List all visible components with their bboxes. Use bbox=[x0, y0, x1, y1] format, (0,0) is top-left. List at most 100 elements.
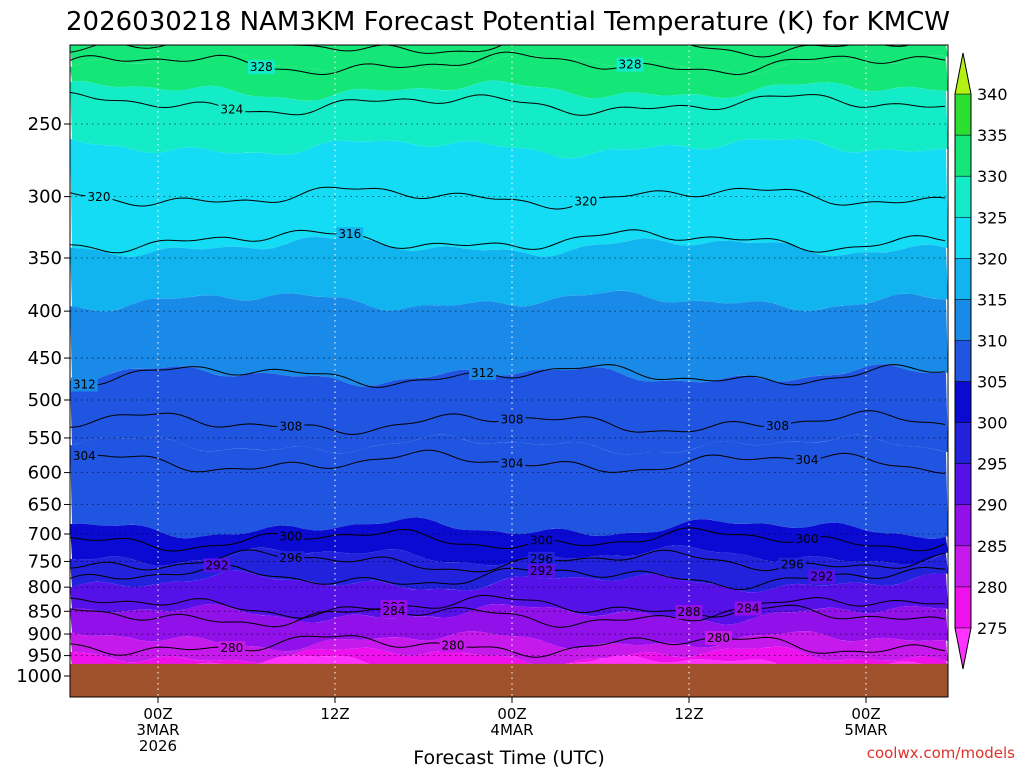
colorbar-cell-340 bbox=[955, 53, 971, 95]
contour-label-bg-312 bbox=[70, 377, 98, 392]
contour-label-bg-300 bbox=[793, 532, 821, 547]
x-tick-label-30-0: 00Z bbox=[497, 705, 526, 723]
contour-label-308: 308 bbox=[279, 419, 302, 433]
contour-label-bg-296 bbox=[778, 557, 806, 572]
y-tick-label-950: 950 bbox=[28, 646, 62, 667]
chart-title: 2026030218 NAM3KM Forecast Potential Tem… bbox=[66, 7, 950, 37]
contour-label-292: 292 bbox=[206, 558, 229, 572]
colorbar-tick-label-295: 295 bbox=[977, 455, 1008, 474]
contour-label-bg-332 bbox=[0, 48, 24, 62]
contour-label-bg-280 bbox=[439, 638, 467, 653]
contour-line-284 bbox=[70, 604, 946, 628]
theta-band-283 bbox=[70, 631, 948, 667]
ground-layer bbox=[70, 663, 948, 697]
contour-label-328: 328 bbox=[14, 63, 37, 77]
contour-label-bg-312 bbox=[469, 365, 496, 380]
contour-label-bg-292 bbox=[528, 563, 555, 578]
colorbar-tick-label-340: 340 bbox=[977, 85, 1008, 104]
contour-label-320: 320 bbox=[574, 194, 597, 208]
colorbar-cell-315 bbox=[955, 258, 971, 300]
contour-label-bg-292 bbox=[808, 569, 836, 584]
x-tick-label-54-0: 00Z bbox=[851, 705, 880, 723]
contour-label-300: 300 bbox=[279, 530, 302, 544]
y-tick-label-300: 300 bbox=[28, 187, 62, 208]
colorbar-cell-285 bbox=[955, 504, 971, 546]
x-tick-label-6-2: 2026 bbox=[139, 737, 177, 755]
y-tick-label-400: 400 bbox=[28, 301, 62, 322]
contour-label-312: 312 bbox=[471, 366, 494, 380]
grid-lines bbox=[70, 45, 948, 697]
contour-label-bg-328 bbox=[616, 57, 644, 72]
contour-label-bg-280 bbox=[218, 641, 246, 656]
contour-label-308: 308 bbox=[766, 419, 789, 433]
y-tick-label-900: 900 bbox=[28, 624, 62, 645]
contour-label-284: 284 bbox=[383, 604, 406, 618]
contour-label-284: 284 bbox=[737, 602, 760, 616]
y-tick-label-700: 700 bbox=[28, 524, 62, 545]
colorbar-cell-270 bbox=[955, 627, 971, 669]
colorbar-tick-label-285: 285 bbox=[977, 537, 1008, 556]
contour-label-288: 288 bbox=[0, 606, 7, 620]
theta-band-332 bbox=[70, 45, 948, 75]
contour-label-292: 292 bbox=[810, 570, 833, 584]
theta-band-330 bbox=[70, 53, 948, 101]
colorbar-cell-330 bbox=[955, 135, 971, 177]
contour-label-280: 280 bbox=[220, 641, 243, 655]
contour-label-bg-320 bbox=[572, 194, 600, 209]
contour-label-296: 296 bbox=[530, 552, 553, 566]
contour-label-bg-304 bbox=[498, 456, 526, 471]
pressure-axis: 2503003504004505005506006507007508008509… bbox=[16, 114, 70, 687]
colorbar-cell-320 bbox=[955, 217, 971, 259]
y-tick-label-750: 750 bbox=[28, 551, 62, 572]
y-tick-label-450: 450 bbox=[28, 348, 62, 369]
contour-line-288 bbox=[70, 594, 946, 619]
theta-band-326 bbox=[70, 80, 948, 159]
contour-label-304: 304 bbox=[796, 453, 819, 467]
contour-label-bg-288 bbox=[675, 604, 703, 619]
x-tick-label-6-1: 3MAR bbox=[136, 721, 179, 739]
colorbar: 340 335 330 325 320 315 310 305 300 295 290 285 280 2… bbox=[954, 52, 1008, 670]
x-tick-label-6-0: 00Z bbox=[143, 705, 172, 723]
contour-label-288: 288 bbox=[678, 605, 701, 619]
colorbar-tick-label-320: 320 bbox=[977, 249, 1008, 268]
contour-line-312 bbox=[70, 364, 946, 388]
contour-label-bg-328 bbox=[247, 60, 275, 75]
theta-band-306 bbox=[70, 434, 948, 539]
colorbar-tick-label-335: 335 bbox=[977, 126, 1008, 145]
contour-label-bg-304 bbox=[793, 453, 821, 468]
contour-label-304: 304 bbox=[73, 449, 96, 463]
y-tick-label-550: 550 bbox=[28, 428, 62, 449]
contour-label-bg-284 bbox=[734, 601, 762, 616]
colorbar-cell-305 bbox=[955, 340, 971, 382]
contour-label-300: 300 bbox=[530, 534, 553, 548]
theta-band-313 bbox=[70, 290, 948, 387]
contour-label-324: 324 bbox=[220, 103, 243, 117]
contour-label-300: 300 bbox=[796, 532, 819, 546]
contour-label-bg-296 bbox=[528, 551, 555, 566]
colorbar-tick-label-300: 300 bbox=[977, 414, 1008, 433]
contour-label-bg-316 bbox=[336, 227, 364, 242]
contour-label-bg-288 bbox=[0, 606, 9, 620]
contour-line-328 bbox=[70, 51, 946, 76]
x-tick-label-18-0: 12Z bbox=[320, 705, 349, 723]
y-tick-label-500: 500 bbox=[28, 390, 62, 411]
x-tick-label-30-1: 4MAR bbox=[490, 721, 533, 739]
colorbar-cell-280 bbox=[955, 545, 971, 587]
contour-label-316: 316 bbox=[338, 227, 361, 241]
contour-label-328: 328 bbox=[619, 58, 642, 72]
theta-band-278 bbox=[70, 646, 948, 675]
x-tick-label-42-0: 12Z bbox=[674, 705, 703, 723]
colorbar-cell-310 bbox=[955, 299, 971, 341]
contour-label-bg-308 bbox=[764, 418, 791, 433]
contour-label-280: 280 bbox=[707, 631, 730, 645]
colorbar-cell-295 bbox=[955, 422, 971, 464]
colorbar-cell-300 bbox=[955, 381, 971, 423]
colorbar-cell-325 bbox=[955, 176, 971, 218]
contour-label-bg-328 bbox=[12, 63, 39, 77]
theta-band-318 bbox=[70, 237, 948, 312]
credit-text: coolwx.com/models bbox=[867, 744, 1015, 762]
contour-label-296: 296 bbox=[781, 558, 804, 572]
